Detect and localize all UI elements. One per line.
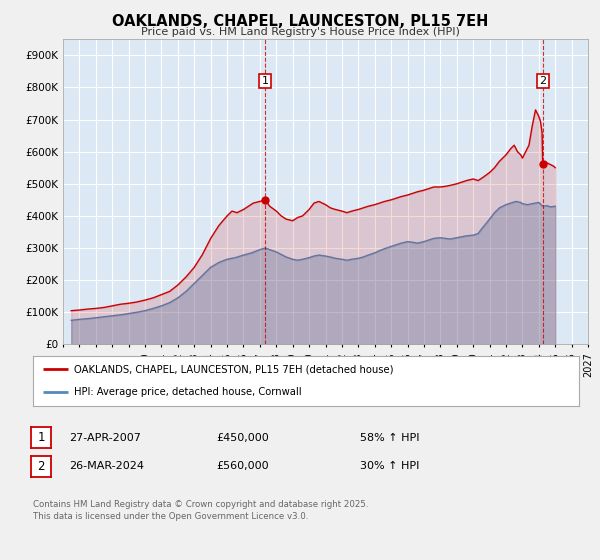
Text: 30% ↑ HPI: 30% ↑ HPI xyxy=(360,461,419,472)
Text: Price paid vs. HM Land Registry's House Price Index (HPI): Price paid vs. HM Land Registry's House … xyxy=(140,27,460,37)
Text: OAKLANDS, CHAPEL, LAUNCESTON, PL15 7EH (detached house): OAKLANDS, CHAPEL, LAUNCESTON, PL15 7EH (… xyxy=(74,364,394,374)
Text: 2: 2 xyxy=(539,76,546,86)
Text: 26-MAR-2024: 26-MAR-2024 xyxy=(69,461,144,472)
Text: 27-APR-2007: 27-APR-2007 xyxy=(69,433,141,443)
Text: 2: 2 xyxy=(37,460,45,473)
Text: £450,000: £450,000 xyxy=(216,433,269,443)
Text: HPI: Average price, detached house, Cornwall: HPI: Average price, detached house, Corn… xyxy=(74,388,302,398)
Text: 1: 1 xyxy=(37,431,45,444)
Text: £560,000: £560,000 xyxy=(216,461,269,472)
Text: Contains HM Land Registry data © Crown copyright and database right 2025.
This d: Contains HM Land Registry data © Crown c… xyxy=(33,500,368,521)
Text: 58% ↑ HPI: 58% ↑ HPI xyxy=(360,433,419,443)
Text: OAKLANDS, CHAPEL, LAUNCESTON, PL15 7EH: OAKLANDS, CHAPEL, LAUNCESTON, PL15 7EH xyxy=(112,14,488,29)
Text: 1: 1 xyxy=(262,76,269,86)
